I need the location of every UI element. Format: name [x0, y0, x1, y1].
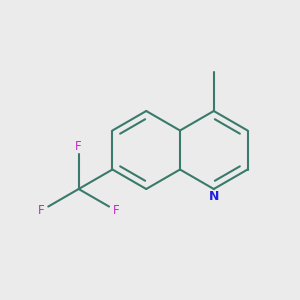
Text: F: F — [75, 140, 82, 153]
Text: N: N — [208, 190, 219, 203]
Text: F: F — [38, 204, 45, 217]
Text: F: F — [112, 204, 119, 217]
